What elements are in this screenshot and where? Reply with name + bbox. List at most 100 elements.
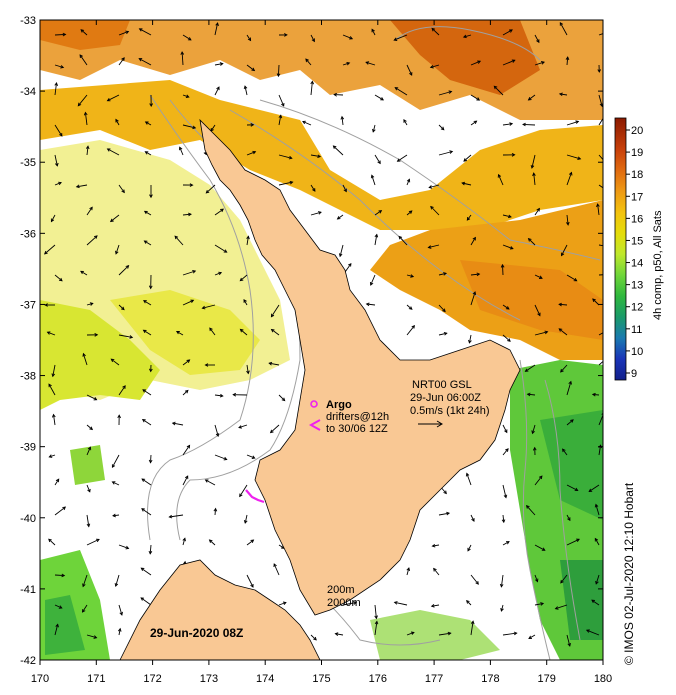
current-vector: [498, 174, 504, 186]
current-vector-head: [54, 82, 59, 86]
drifter-track-2: [245, 489, 265, 504]
current-vector: [80, 270, 88, 276]
current-vector: [246, 364, 249, 374]
current-vector-head: [273, 563, 277, 568]
current-vector: [169, 514, 184, 518]
current-vector: [82, 574, 88, 587]
y-tick-label: -41: [20, 584, 36, 596]
current-vector-head: [204, 479, 209, 483]
x-tick-label: 180: [594, 673, 612, 685]
current-vector-head: [606, 245, 609, 248]
current-vector: [528, 238, 536, 246]
current-vector-head: [595, 580, 599, 585]
current-vector-head: [431, 543, 436, 548]
current-vector-head: [270, 313, 275, 318]
current-vector-head: [398, 235, 403, 240]
current-vector: [502, 123, 513, 126]
current-vector: [502, 424, 508, 433]
colorbar-tick-label: 20: [631, 125, 643, 137]
current-vector-head: [44, 303, 48, 307]
current-vector-head: [215, 22, 219, 27]
current-vector-head: [93, 235, 98, 239]
current-vector-head: [535, 578, 539, 583]
current-vector: [77, 94, 88, 106]
current-vector: [500, 574, 504, 587]
current-vector: [174, 235, 184, 246]
current-vector: [534, 574, 538, 582]
colorbar-tick-label: 16: [631, 213, 643, 225]
current-vector: [144, 210, 152, 216]
current-vector: [466, 473, 472, 486]
current-vector-head: [504, 429, 508, 434]
current-vector-head: [396, 158, 401, 162]
current-vector: [142, 389, 152, 396]
current-vector: [561, 244, 568, 256]
current-vector-head: [409, 72, 413, 76]
current-vector: [214, 424, 219, 437]
current-vector: [86, 424, 93, 430]
current-vector: [394, 34, 408, 41]
current-vector-head: [122, 385, 126, 389]
current-vector: [534, 475, 543, 486]
current-vector: [140, 597, 152, 606]
current-vector-head: [475, 581, 479, 585]
current-vector: [209, 539, 216, 546]
current-vector-head: [125, 30, 130, 35]
y-axis: -33 -34 -35 -36 -37 -38 -39 -40 -41 -42: [20, 15, 603, 667]
current-vector-head: [574, 487, 579, 492]
current-vector: [558, 328, 568, 336]
current-vector-head: [184, 389, 189, 394]
current-vector-head: [278, 114, 283, 119]
current-vector-head: [106, 148, 111, 152]
current-vector: [111, 358, 120, 366]
current-vector-head: [573, 277, 578, 282]
current-vector: [278, 181, 293, 186]
current-vector: [246, 151, 256, 156]
current-vector-head: [536, 39, 540, 44]
current-vector: [84, 112, 88, 126]
current-vector-head: [143, 240, 148, 244]
current-vector-head: [140, 567, 145, 572]
isobath-200m-label: 200m: [327, 584, 355, 596]
current-vector: [182, 538, 186, 546]
current-vector: [527, 393, 536, 396]
current-vector: [560, 364, 568, 373]
current-vector: [270, 424, 280, 433]
current-vector: [86, 146, 89, 156]
current-vector-head: [476, 97, 481, 101]
x-tick-label: 170: [31, 673, 49, 685]
current-vector: [467, 544, 472, 552]
current-vector: [531, 154, 536, 169]
current-vector: [438, 632, 451, 636]
current-vector-head: [527, 97, 532, 101]
current-vector: [244, 514, 248, 524]
current-vector-head: [138, 58, 143, 62]
y-tick-label: -33: [20, 15, 36, 27]
argo-label: Argo: [326, 399, 352, 411]
current-vector: [115, 244, 120, 254]
current-vector: [559, 22, 568, 36]
current-vector-head: [507, 214, 512, 219]
current-vector: [145, 151, 152, 156]
current-vector: [500, 604, 504, 612]
current-vector-head: [168, 514, 173, 519]
current-vector-head: [570, 419, 574, 423]
current-vector-head: [408, 306, 413, 310]
current-vector-head: [333, 92, 337, 97]
current-vector-head: [461, 181, 466, 186]
current-vector: [463, 34, 472, 38]
current-vector-head: [576, 538, 580, 542]
current-vector: [205, 184, 216, 194]
current-vector-head: [374, 620, 379, 625]
current-vector: [398, 236, 408, 246]
current-vector-head: [565, 56, 570, 61]
current-vector-head: [189, 183, 194, 187]
current-vector: [374, 154, 381, 164]
current-vector: [438, 272, 447, 276]
current-vector: [592, 298, 600, 306]
current-vector: [337, 214, 344, 220]
current-vector: [143, 329, 152, 336]
drifters-label-2: to 30/06 12Z: [326, 423, 388, 435]
current-vector: [470, 621, 474, 636]
colorbar-tick-label: 13: [631, 280, 643, 292]
